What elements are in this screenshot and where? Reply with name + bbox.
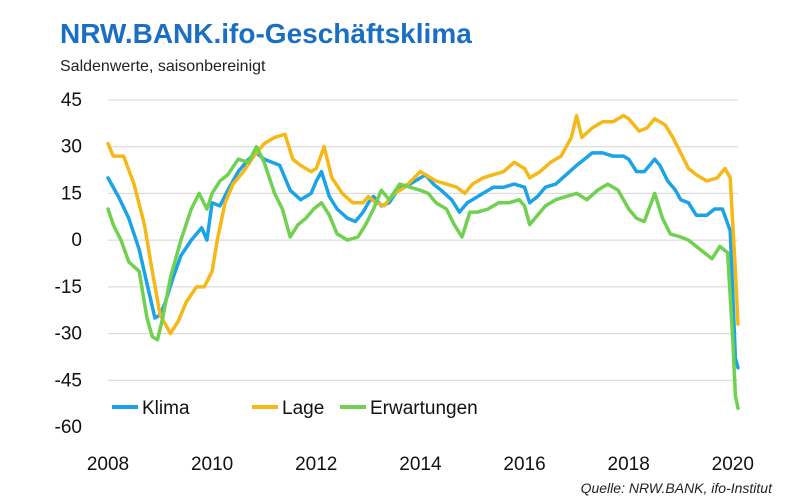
legend-label: Klima	[142, 398, 190, 419]
source-note: Quelle: NRW.BANK, ifo-Institut	[580, 480, 772, 496]
y-tick-label: 30	[61, 137, 82, 158]
x-tick-label: 2014	[399, 454, 442, 475]
legend: Klima Lage Erwartungen	[112, 398, 478, 419]
line-chart: 45 30 15 0 -15 -30 -45 -60 2008 2010 2012 2014 2016…	[55, 90, 754, 475]
series-line-erwartungen	[106, 144, 740, 411]
series-lines	[106, 113, 740, 411]
chart-title: NRW.BANK.ifo-Geschäftsklima	[60, 18, 472, 49]
x-tick-label: 2018	[608, 454, 650, 475]
y-tick-label: -30	[55, 324, 82, 345]
y-tick-label: -15	[55, 277, 82, 298]
series-line-lage	[106, 113, 740, 336]
y-tick-label: 45	[61, 90, 82, 111]
y-axis-ticks: 45 30 15 0 -15 -30 -45 -60	[55, 90, 82, 438]
x-axis-ticks: 2008 2010 2012 2014 2016 2018 2020	[87, 454, 754, 475]
y-tick-label: 0	[71, 230, 82, 251]
y-tick-label: -45	[55, 370, 82, 391]
x-tick-label: 2012	[295, 454, 337, 475]
series-line-klima	[106, 151, 740, 370]
x-tick-label: 2020	[712, 454, 754, 475]
y-tick-label: -60	[55, 417, 82, 438]
grid-lines	[108, 99, 738, 381]
x-tick-label: 2008	[87, 454, 129, 475]
chart-subtitle: Saldenwerte, saisonbereinigt	[60, 58, 266, 75]
legend-label: Lage	[282, 398, 324, 419]
y-tick-label: 15	[61, 183, 82, 204]
x-tick-label: 2010	[191, 454, 233, 475]
legend-label: Erwartungen	[370, 398, 478, 419]
x-tick-label: 2016	[503, 454, 545, 475]
